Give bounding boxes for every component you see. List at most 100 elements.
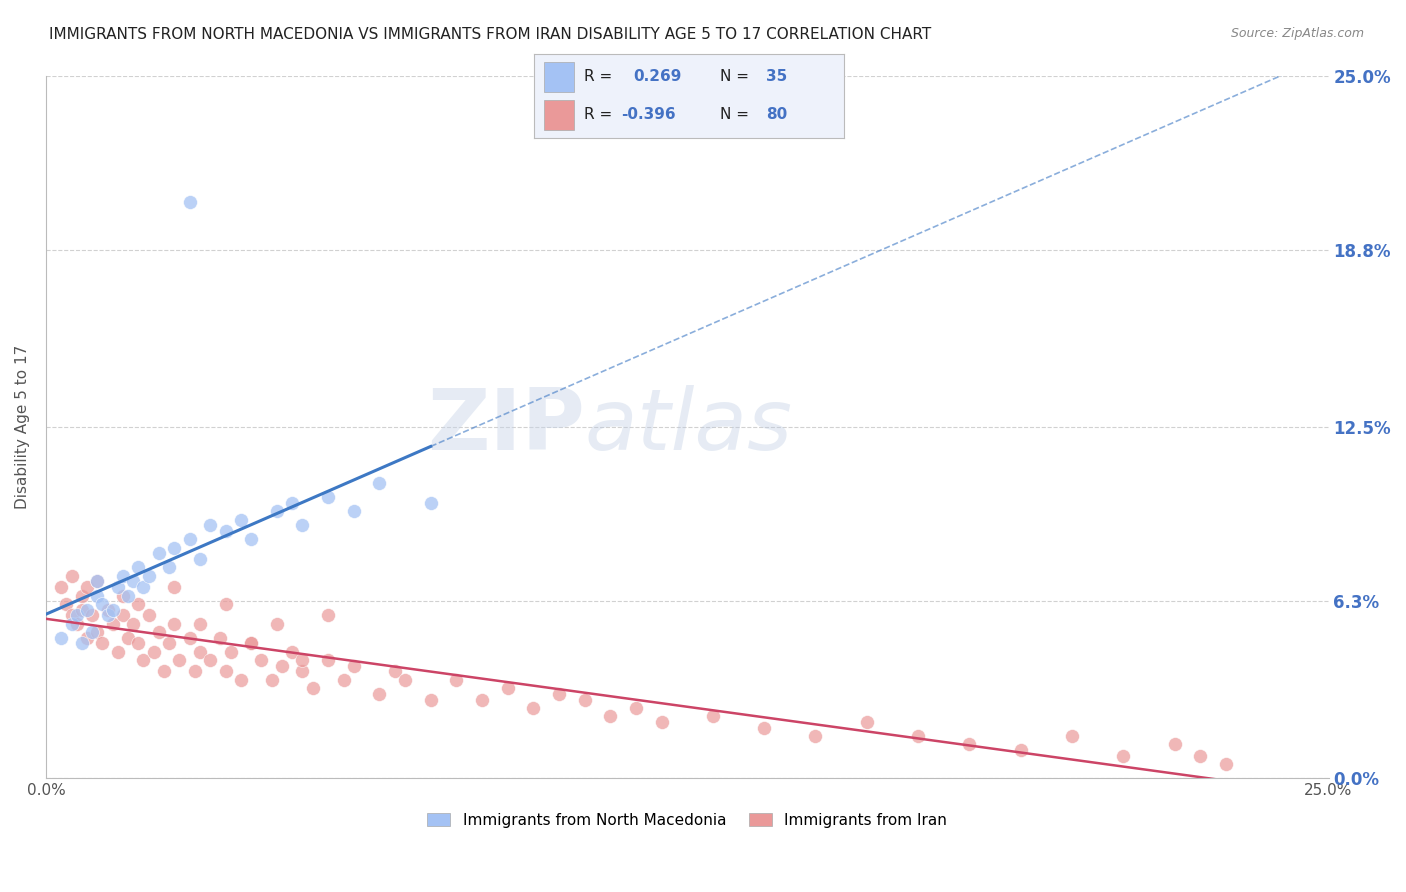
Point <box>419 692 441 706</box>
Point <box>111 608 134 623</box>
Point <box>332 673 354 687</box>
Point <box>60 616 83 631</box>
Point <box>138 569 160 583</box>
Point <box>82 608 104 623</box>
Point <box>316 608 339 623</box>
Point <box>179 631 201 645</box>
Point <box>219 645 242 659</box>
Point <box>76 631 98 645</box>
Text: 80: 80 <box>766 107 787 122</box>
Point <box>419 496 441 510</box>
Text: Source: ZipAtlas.com: Source: ZipAtlas.com <box>1230 27 1364 40</box>
Point <box>754 721 776 735</box>
Point <box>250 653 273 667</box>
Point <box>117 589 139 603</box>
Point <box>60 569 83 583</box>
Point <box>127 560 149 574</box>
Point <box>271 658 294 673</box>
Point <box>394 673 416 687</box>
Point <box>132 653 155 667</box>
Text: atlas: atlas <box>585 385 793 468</box>
Y-axis label: Disability Age 5 to 17: Disability Age 5 to 17 <box>15 344 30 509</box>
Point <box>368 687 391 701</box>
Point <box>574 692 596 706</box>
Point <box>107 645 129 659</box>
Point <box>214 524 236 538</box>
Point <box>51 580 73 594</box>
Point <box>96 608 118 623</box>
Point <box>907 729 929 743</box>
Point <box>132 580 155 594</box>
Point <box>384 665 406 679</box>
Point <box>240 636 263 650</box>
Point <box>148 546 170 560</box>
Text: 35: 35 <box>766 70 787 85</box>
Point <box>188 645 211 659</box>
Point <box>142 645 165 659</box>
Point <box>188 552 211 566</box>
Text: N =: N = <box>720 107 749 122</box>
Point <box>214 597 236 611</box>
Point <box>91 636 114 650</box>
Point <box>316 653 339 667</box>
Point <box>76 602 98 616</box>
Text: ZIP: ZIP <box>427 385 585 468</box>
Point <box>1112 748 1135 763</box>
Point <box>599 709 621 723</box>
Point <box>446 673 468 687</box>
Point <box>1189 748 1212 763</box>
Point <box>291 653 314 667</box>
Point <box>101 616 124 631</box>
Point <box>214 665 236 679</box>
Point <box>702 709 724 723</box>
Point <box>60 608 83 623</box>
Point <box>148 625 170 640</box>
Point <box>471 692 494 706</box>
Point <box>86 589 108 603</box>
Point <box>368 476 391 491</box>
Point <box>122 574 145 589</box>
Bar <box>544 100 575 130</box>
Point <box>343 658 366 673</box>
Point <box>86 574 108 589</box>
Point <box>522 701 544 715</box>
Point <box>188 616 211 631</box>
Point <box>624 701 647 715</box>
Point <box>66 608 89 623</box>
Point <box>281 645 304 659</box>
Text: R =: R = <box>583 107 612 122</box>
Point <box>548 687 571 701</box>
Point <box>107 580 129 594</box>
Point <box>266 616 288 631</box>
Point <box>343 504 366 518</box>
Point <box>86 574 108 589</box>
Text: R =: R = <box>583 70 612 85</box>
Point <box>55 597 77 611</box>
Point <box>1010 743 1032 757</box>
Point <box>101 602 124 616</box>
Point <box>122 616 145 631</box>
Point <box>70 602 93 616</box>
Point <box>291 518 314 533</box>
Point <box>229 513 252 527</box>
Point <box>179 533 201 547</box>
Point <box>179 194 201 209</box>
Point <box>51 631 73 645</box>
Text: -0.396: -0.396 <box>621 107 675 122</box>
Point <box>96 602 118 616</box>
Point <box>198 653 221 667</box>
Legend: Immigrants from North Macedonia, Immigrants from Iran: Immigrants from North Macedonia, Immigra… <box>422 806 953 834</box>
Text: IMMIGRANTS FROM NORTH MACEDONIA VS IMMIGRANTS FROM IRAN DISABILITY AGE 5 TO 17 C: IMMIGRANTS FROM NORTH MACEDONIA VS IMMIG… <box>49 27 931 42</box>
Point <box>169 653 191 667</box>
Point <box>804 729 827 743</box>
Point <box>111 589 134 603</box>
Point <box>82 625 104 640</box>
Point <box>86 625 108 640</box>
Point <box>70 636 93 650</box>
Point <box>316 490 339 504</box>
Point <box>957 738 980 752</box>
Point <box>281 496 304 510</box>
Point <box>153 665 176 679</box>
Point <box>240 636 263 650</box>
Point <box>163 616 186 631</box>
